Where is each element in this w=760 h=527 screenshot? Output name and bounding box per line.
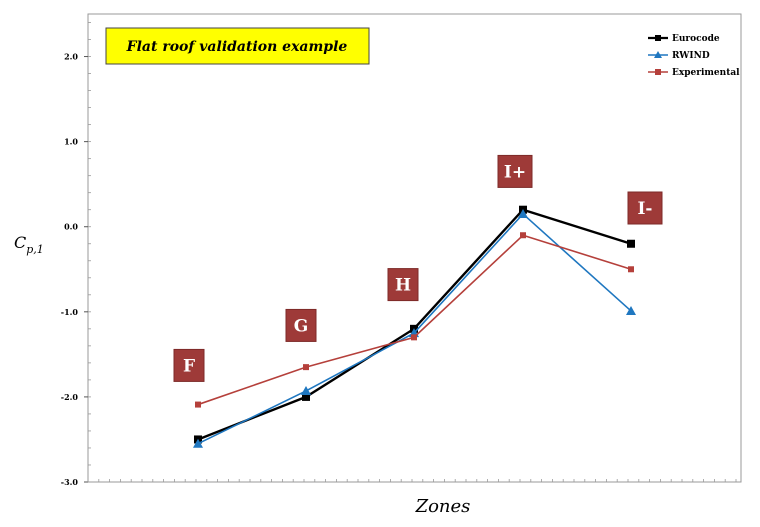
data-point-experimental	[411, 334, 417, 340]
legend: Eurocode RWIND Experimental	[648, 34, 740, 78]
y-tick-label: -2.0	[61, 392, 79, 402]
data-point-rwind	[301, 386, 311, 395]
x-axis-label: Zones	[415, 496, 471, 517]
data-point-experimental	[303, 364, 309, 370]
chart-title: Flat roof validation example	[126, 39, 348, 55]
series-line-eurocode	[198, 210, 631, 440]
data-point-eurocode	[627, 240, 635, 248]
y-tick-label: 2.0	[64, 52, 78, 62]
y-tick-label: -3.0	[61, 477, 79, 487]
x-axis	[88, 479, 736, 482]
y-tick-label: -1.0	[61, 307, 79, 317]
zone-labels: F G H I+ I-	[174, 155, 662, 381]
series-line-experimental	[198, 235, 631, 404]
plot-area-border	[88, 14, 741, 482]
y-tick-label: 1.0	[64, 137, 78, 147]
series-lines	[193, 206, 636, 448]
zone-label-text: I-	[637, 199, 652, 219]
data-point-experimental	[195, 402, 201, 408]
y-tick-label: 0.0	[64, 222, 78, 232]
zone-label-text: H	[395, 276, 411, 296]
y-axis: 2.0 1.0 0.0 -1.0 -2.0 -3.0	[61, 23, 91, 487]
zone-label-text: I+	[504, 162, 526, 182]
title-box: Flat roof validation example	[106, 28, 369, 64]
y-axis-label-subscript: p,1	[26, 243, 44, 256]
y-axis-label-main: C	[14, 233, 26, 252]
data-point-experimental	[520, 232, 526, 238]
legend-marker	[655, 69, 661, 75]
y-axis-label: Cp,1	[14, 233, 44, 256]
legend-label: Experimental	[672, 68, 740, 78]
zone-label-text: G	[294, 316, 309, 336]
data-point-experimental	[628, 266, 634, 272]
legend-label: RWIND	[672, 51, 710, 61]
zone-label-text: F	[183, 356, 195, 376]
legend-label: Eurocode	[672, 34, 720, 44]
legend-marker	[655, 35, 661, 41]
